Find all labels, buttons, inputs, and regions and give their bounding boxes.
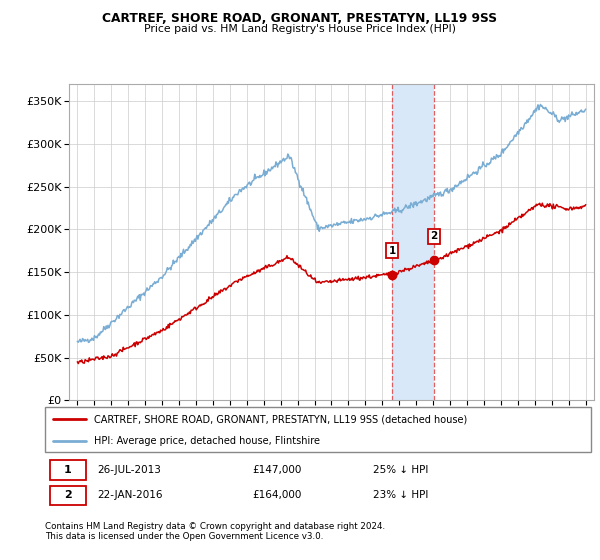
Text: 1: 1 bbox=[388, 246, 395, 256]
Text: 2: 2 bbox=[64, 490, 72, 500]
Text: 25% ↓ HPI: 25% ↓ HPI bbox=[373, 465, 428, 475]
FancyBboxPatch shape bbox=[50, 486, 86, 505]
Text: 2: 2 bbox=[431, 231, 438, 241]
Text: 22-JAN-2016: 22-JAN-2016 bbox=[97, 490, 163, 500]
Text: £147,000: £147,000 bbox=[253, 465, 302, 475]
Text: CARTREF, SHORE ROAD, GRONANT, PRESTATYN, LL19 9SS (detached house): CARTREF, SHORE ROAD, GRONANT, PRESTATYN,… bbox=[94, 414, 467, 424]
Text: HPI: Average price, detached house, Flintshire: HPI: Average price, detached house, Flin… bbox=[94, 436, 320, 446]
Bar bbox=[392, 84, 434, 400]
Text: CARTREF, SHORE ROAD, GRONANT, PRESTATYN, LL19 9SS: CARTREF, SHORE ROAD, GRONANT, PRESTATYN,… bbox=[103, 12, 497, 25]
Text: £164,000: £164,000 bbox=[253, 490, 302, 500]
Text: Contains HM Land Registry data © Crown copyright and database right 2024.
This d: Contains HM Land Registry data © Crown c… bbox=[45, 522, 385, 542]
Text: Price paid vs. HM Land Registry's House Price Index (HPI): Price paid vs. HM Land Registry's House … bbox=[144, 24, 456, 34]
FancyBboxPatch shape bbox=[45, 407, 591, 452]
FancyBboxPatch shape bbox=[50, 460, 86, 479]
Text: 26-JUL-2013: 26-JUL-2013 bbox=[97, 465, 161, 475]
Text: 1: 1 bbox=[64, 465, 72, 475]
Text: 23% ↓ HPI: 23% ↓ HPI bbox=[373, 490, 428, 500]
